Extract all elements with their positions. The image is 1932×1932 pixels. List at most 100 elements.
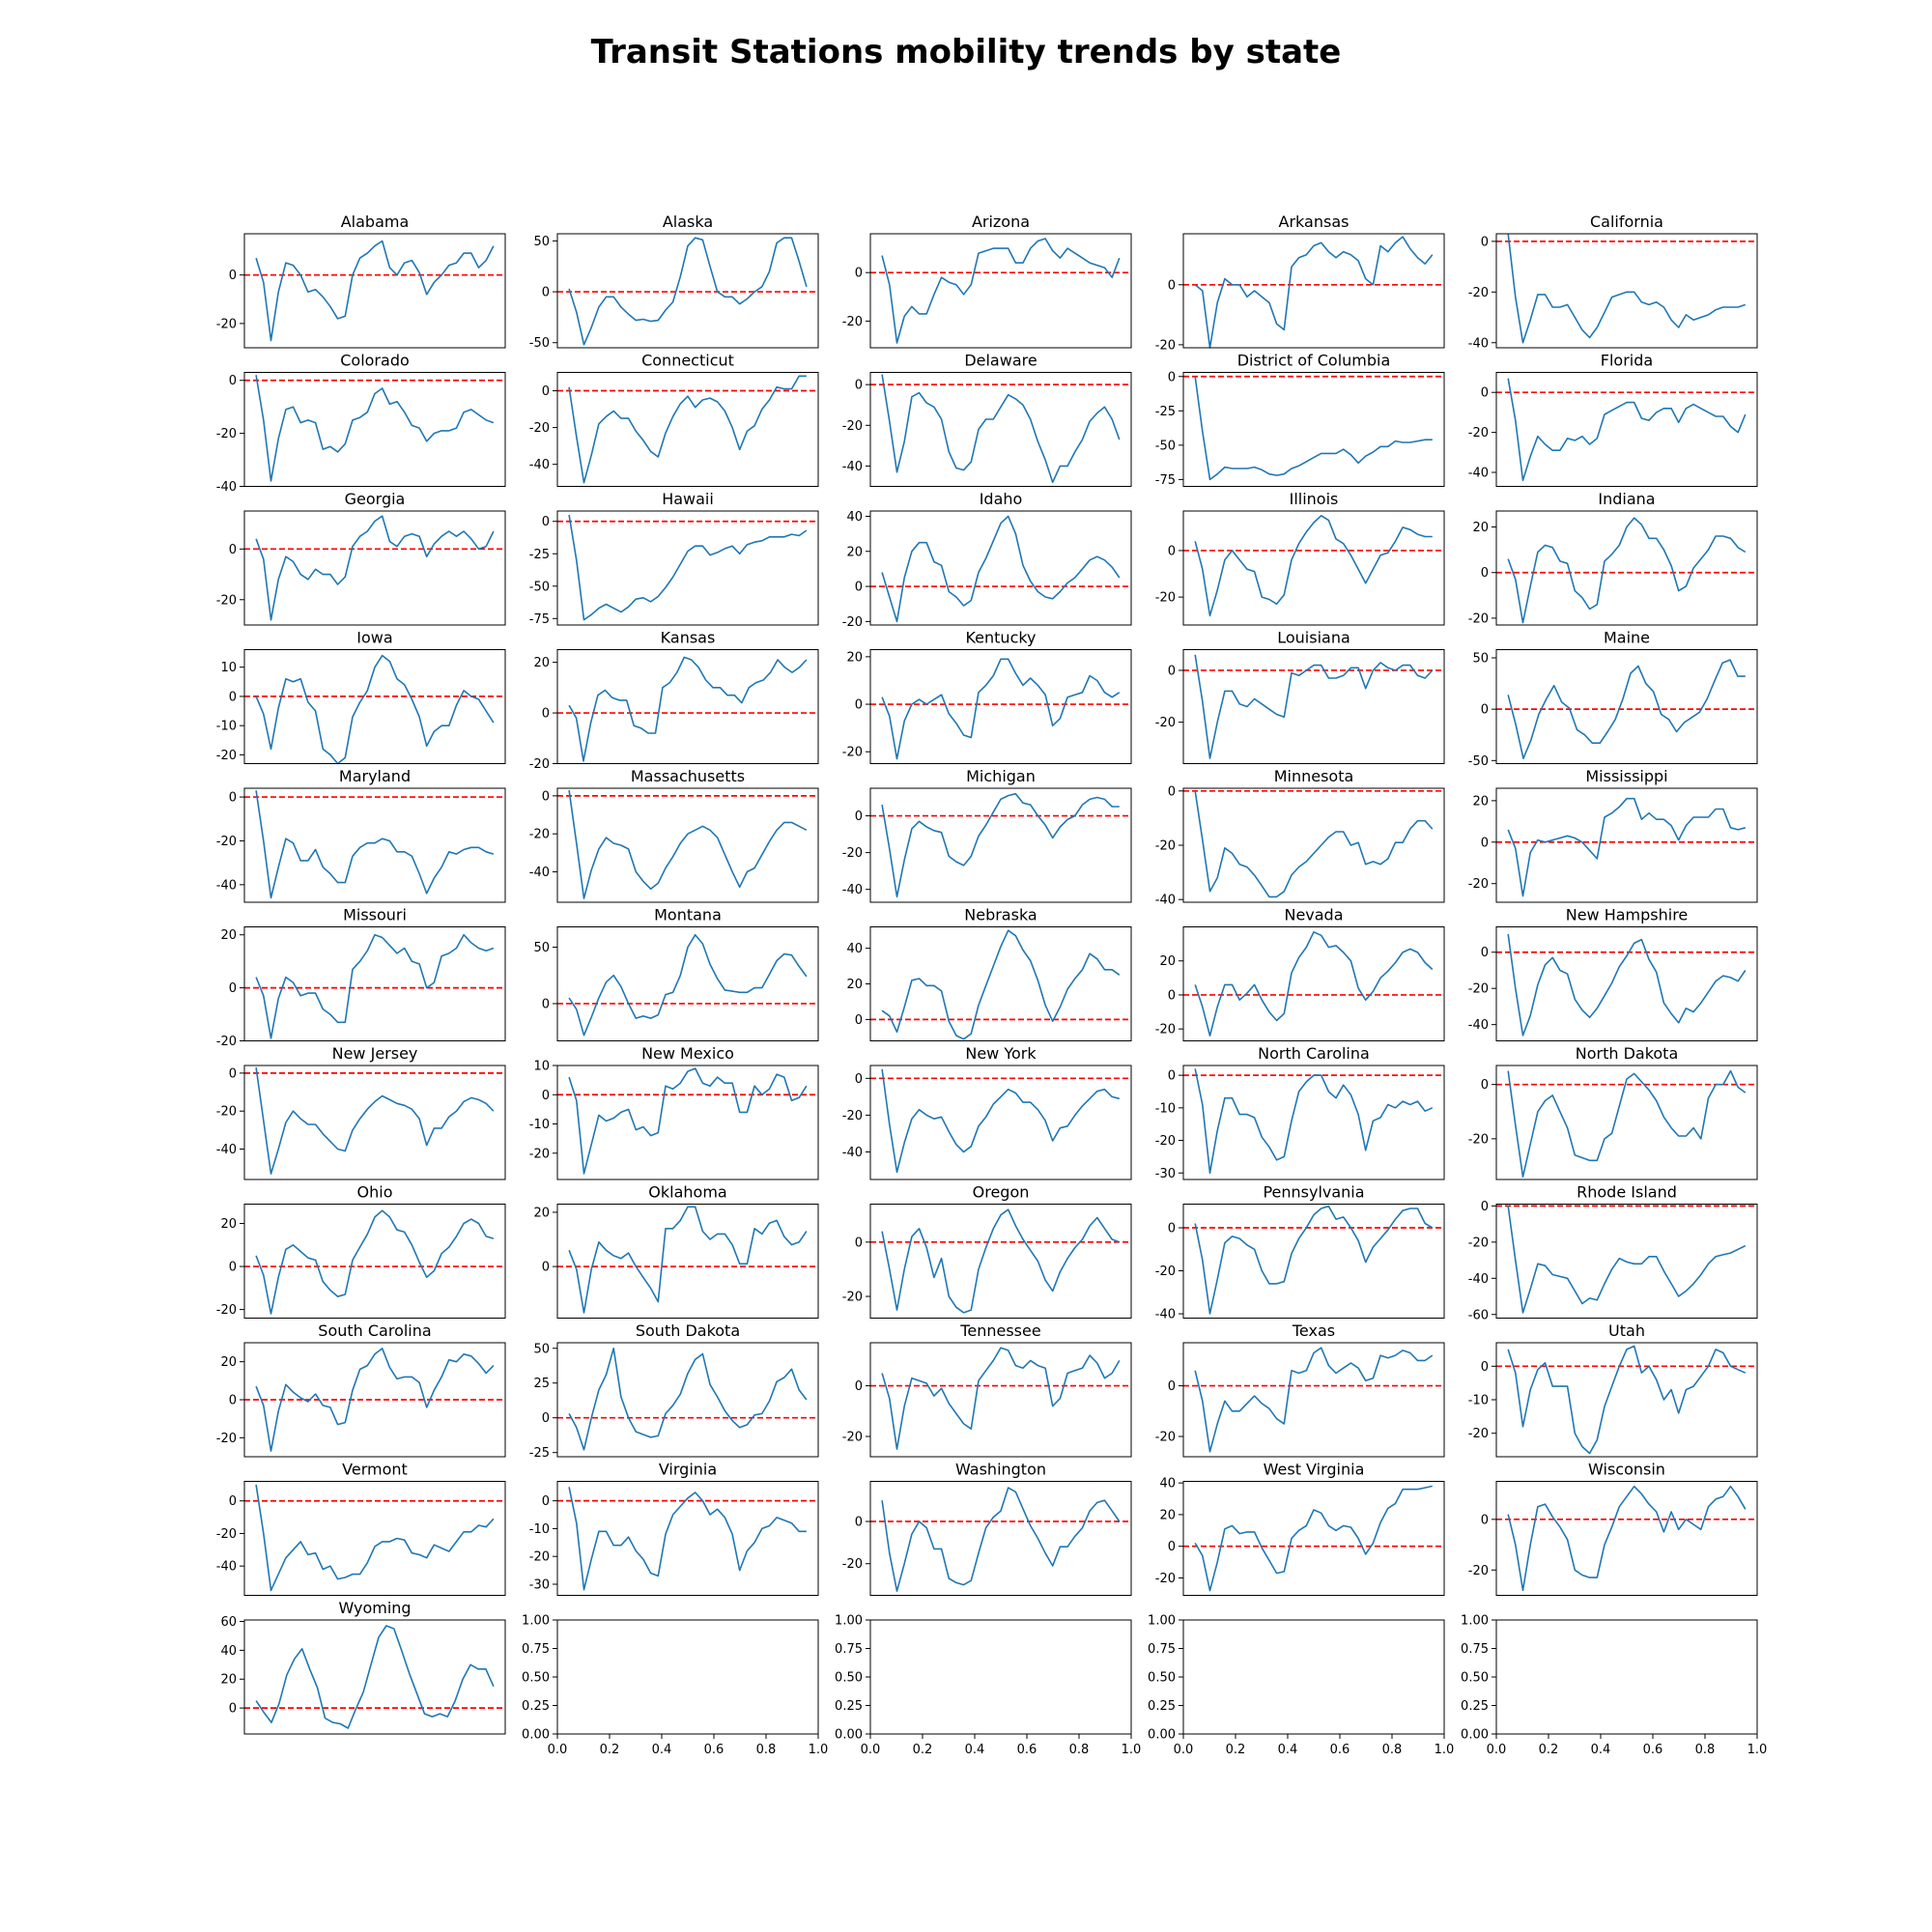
- y-tick-label: -40: [216, 878, 237, 893]
- subplot: Florida -40 -20 0: [1468, 352, 1758, 487]
- subplot: Michigan -40 -20 0: [842, 767, 1132, 903]
- subplot-title: Maine: [1604, 629, 1650, 647]
- x-tick-label: 0.4: [1591, 1743, 1611, 1757]
- x-tick-label: 0.6: [1330, 1743, 1350, 1757]
- series-line: [255, 515, 495, 621]
- subplot: Wyoming 0 20 40 60: [220, 1599, 506, 1735]
- x-tick-label: 0.4: [1278, 1743, 1298, 1757]
- axes-frame: [1182, 1481, 1445, 1596]
- y-tick-label: 1.00: [835, 1614, 863, 1629]
- y-tick-label: 20: [220, 1355, 237, 1370]
- subplot-title: Nebraska: [964, 906, 1037, 924]
- y-tick-label: -25: [529, 1446, 550, 1461]
- y-tick-label: 0: [1481, 1513, 1489, 1527]
- axes-frame: [556, 1065, 819, 1180]
- series-line: [1194, 1485, 1433, 1592]
- series-line: [881, 1068, 1120, 1174]
- subplot-title: Colorado: [340, 352, 410, 370]
- series-line: [255, 1484, 495, 1592]
- subplot-title: Montana: [654, 906, 722, 924]
- y-tick-label: -40: [529, 866, 550, 880]
- y-tick-label: -20: [216, 1303, 237, 1318]
- series-line: [881, 658, 1121, 760]
- y-tick-label: -20: [842, 315, 863, 329]
- y-tick-label: -40: [1155, 894, 1176, 908]
- y-tick-label: 0: [1168, 664, 1176, 678]
- axes-frame: [1182, 787, 1445, 903]
- y-tick-label: -20: [1155, 1572, 1176, 1586]
- subplot: New Jersey -40 -20 0: [216, 1044, 506, 1180]
- y-tick-label: 0.00: [1461, 1728, 1489, 1743]
- subplot-title: Virginia: [659, 1461, 717, 1479]
- y-tick-label: 0: [855, 1516, 863, 1530]
- y-tick-label: 40: [1159, 1477, 1176, 1492]
- y-tick-label: -20: [842, 1291, 863, 1305]
- subplot-title: Ohio: [357, 1183, 393, 1202]
- subplot: Massachusetts -40 -20 0: [529, 767, 819, 903]
- axes-frame: [556, 926, 819, 1041]
- subplot: Rhode Island -60 -40 -20 0: [1468, 1183, 1758, 1322]
- y-tick-label: 10: [533, 1060, 550, 1074]
- y-tick-label: 0.75: [522, 1642, 550, 1657]
- y-tick-label: 20: [846, 545, 863, 559]
- y-tick-label: -20: [529, 828, 550, 842]
- y-tick-label: -20: [216, 593, 237, 608]
- y-tick-label: 25: [533, 1377, 550, 1391]
- subplot: Delaware -40 -20 0: [842, 352, 1132, 487]
- y-tick-label: 0: [1481, 386, 1489, 401]
- subplot: West Virginia -20 0 20 40: [1155, 1461, 1445, 1596]
- y-tick-label: 0.75: [1461, 1642, 1489, 1657]
- axes-frame: [243, 1065, 506, 1180]
- y-tick-label: 0.00: [522, 1728, 550, 1743]
- y-tick-label: -20: [1155, 338, 1176, 353]
- subplot: Maine -50 0 50: [1468, 629, 1758, 769]
- y-tick-label: -25: [1155, 405, 1176, 419]
- x-tick-label: 0.2: [1539, 1743, 1559, 1757]
- axes-frame: [243, 233, 506, 349]
- x-tick-label: 0.0: [548, 1743, 568, 1757]
- subplot-title: Utah: [1608, 1321, 1645, 1340]
- y-tick-label: -40: [216, 1560, 237, 1575]
- y-tick-label: -30: [1155, 1167, 1176, 1181]
- subplot-title: Wisconsin: [1588, 1461, 1665, 1479]
- y-tick-label: 0: [855, 1236, 863, 1250]
- y-tick-label: 0.50: [835, 1671, 863, 1686]
- axes-frame: [1182, 372, 1445, 487]
- y-tick-label: -20: [842, 1109, 863, 1123]
- axes-frame: [869, 372, 1132, 487]
- x-tick-label: 0.6: [704, 1743, 724, 1757]
- y-tick-label: -20: [1155, 1431, 1176, 1445]
- subplot: Indiana -20 0 20: [1468, 490, 1758, 626]
- y-tick-label: -20: [1468, 1236, 1489, 1250]
- series-line: [1507, 933, 1747, 1037]
- axes-frame: [243, 1481, 506, 1596]
- series-line: [568, 656, 808, 762]
- axes-frame: [1182, 1204, 1445, 1319]
- y-tick-label: -40: [842, 883, 863, 897]
- subplot-title: California: [1590, 213, 1663, 231]
- x-tick-label: 1.0: [809, 1743, 829, 1757]
- y-tick-label: -40: [842, 1146, 863, 1160]
- series-line: [568, 933, 808, 1037]
- subplot-title: Delaware: [964, 352, 1037, 370]
- series-line: [881, 1487, 1121, 1592]
- y-tick-label: 0: [855, 267, 863, 281]
- y-tick-label: 20: [220, 1673, 237, 1688]
- y-tick-label: -20: [1468, 1427, 1489, 1441]
- axes-frame: [1495, 233, 1758, 349]
- subplot-title: New York: [965, 1044, 1037, 1063]
- subplot: Illinois -20 0: [1155, 490, 1445, 626]
- axes-frame: [556, 787, 819, 903]
- axes-frame: [1182, 1065, 1445, 1180]
- axes-frame: [1182, 1342, 1445, 1458]
- y-tick-label: 0: [1168, 1069, 1176, 1084]
- x-tick-label: 0.6: [1643, 1743, 1663, 1757]
- y-tick-label: -20: [1468, 611, 1489, 626]
- y-tick-label: 1.00: [1148, 1614, 1176, 1629]
- subplot: New York -40 -20 0: [842, 1044, 1132, 1180]
- subplot: Nevada -20 0 20: [1155, 906, 1445, 1041]
- y-tick-label: -10: [529, 1522, 550, 1537]
- subplot-grid: Alabama -20 0 Alaska -50 0 50 Arizona -20 0 Arkans…: [216, 213, 1768, 1757]
- y-tick-label: 0: [855, 1013, 863, 1028]
- y-tick-label: -50: [529, 580, 550, 594]
